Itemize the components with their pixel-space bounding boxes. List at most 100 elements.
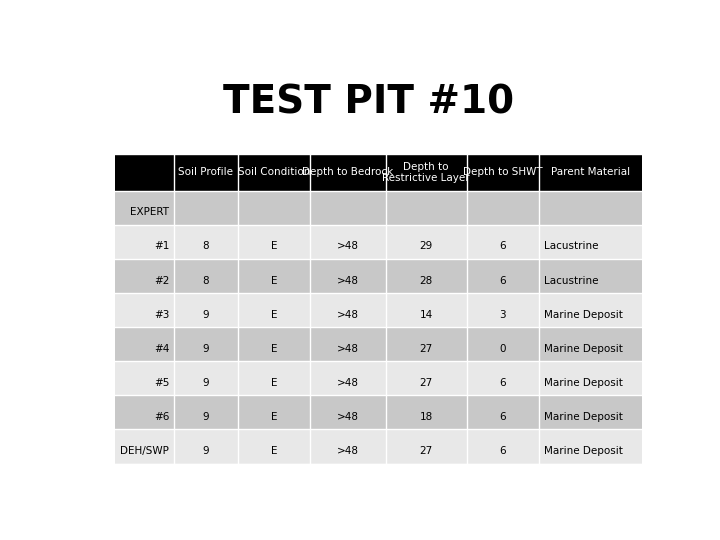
Bar (386, 259, 467, 293)
Text: Marine Deposit: Marine Deposit (544, 446, 623, 456)
Bar (310, 154, 386, 191)
Bar (467, 429, 539, 463)
Text: Soil Profile: Soil Profile (179, 167, 233, 178)
Text: EXPERT: EXPERT (130, 207, 169, 218)
Text: 27: 27 (420, 446, 433, 456)
Bar (238, 154, 310, 191)
Bar (115, 259, 174, 293)
Text: 9: 9 (202, 309, 209, 320)
Bar (467, 154, 539, 191)
Text: 0: 0 (500, 344, 506, 354)
Bar (115, 225, 174, 259)
Text: 6: 6 (500, 275, 506, 286)
Text: >48: >48 (337, 446, 359, 456)
Bar (539, 225, 642, 259)
Text: #4: #4 (154, 344, 169, 354)
Text: Lacustrine: Lacustrine (544, 275, 598, 286)
Bar (115, 395, 174, 429)
Bar (310, 259, 386, 293)
Text: E: E (271, 241, 277, 252)
Bar (467, 327, 539, 361)
Bar (174, 327, 238, 361)
Bar (467, 225, 539, 259)
Bar (467, 361, 539, 395)
Text: 18: 18 (420, 412, 433, 422)
Bar (467, 293, 539, 327)
Bar (115, 191, 174, 225)
Bar (539, 191, 642, 225)
Text: 3: 3 (500, 309, 506, 320)
Bar (238, 225, 310, 259)
Bar (115, 361, 174, 395)
Bar (386, 361, 467, 395)
Text: Marine Deposit: Marine Deposit (544, 412, 623, 422)
Text: >48: >48 (337, 275, 359, 286)
Text: 6: 6 (500, 378, 506, 388)
Bar (386, 293, 467, 327)
Bar (115, 429, 174, 463)
Text: E: E (271, 446, 277, 456)
Bar (174, 225, 238, 259)
Text: 27: 27 (420, 378, 433, 388)
Text: 27: 27 (420, 344, 433, 354)
Bar (467, 259, 539, 293)
Bar (174, 191, 238, 225)
Bar (386, 225, 467, 259)
Text: E: E (271, 344, 277, 354)
Text: #6: #6 (154, 412, 169, 422)
Bar (539, 395, 642, 429)
Bar (115, 154, 174, 191)
Bar (115, 327, 174, 361)
Bar (386, 395, 467, 429)
Text: 9: 9 (202, 344, 209, 354)
Text: E: E (271, 309, 277, 320)
Bar (386, 327, 467, 361)
Text: #2: #2 (154, 275, 169, 286)
Bar (539, 293, 642, 327)
Text: 28: 28 (420, 275, 433, 286)
Text: >48: >48 (337, 241, 359, 252)
Bar (238, 429, 310, 463)
Text: 29: 29 (420, 241, 433, 252)
Text: #5: #5 (154, 378, 169, 388)
Bar (174, 259, 238, 293)
Bar (238, 259, 310, 293)
Bar (238, 293, 310, 327)
Text: Depth to Bedrock: Depth to Bedrock (302, 167, 394, 178)
Text: 9: 9 (202, 378, 209, 388)
Text: >48: >48 (337, 412, 359, 422)
Bar (174, 154, 238, 191)
Bar (310, 327, 386, 361)
Text: >48: >48 (337, 309, 359, 320)
Text: 9: 9 (202, 412, 209, 422)
Text: 6: 6 (500, 446, 506, 456)
Text: #3: #3 (154, 309, 169, 320)
Bar (174, 361, 238, 395)
Text: >48: >48 (337, 378, 359, 388)
Text: TEST PIT #10: TEST PIT #10 (223, 83, 515, 121)
Text: Soil Condition: Soil Condition (238, 167, 310, 178)
Bar (174, 395, 238, 429)
Bar (174, 293, 238, 327)
Text: 9: 9 (202, 446, 209, 456)
Bar (238, 395, 310, 429)
Text: E: E (271, 412, 277, 422)
Bar (238, 191, 310, 225)
Bar (539, 259, 642, 293)
Text: E: E (271, 378, 277, 388)
Bar (386, 429, 467, 463)
Bar (310, 395, 386, 429)
Bar (467, 395, 539, 429)
Bar (539, 361, 642, 395)
Text: Marine Deposit: Marine Deposit (544, 309, 623, 320)
Bar (310, 361, 386, 395)
Text: Marine Deposit: Marine Deposit (544, 378, 623, 388)
Bar (539, 429, 642, 463)
Text: 8: 8 (202, 275, 209, 286)
Bar (539, 154, 642, 191)
Bar (310, 293, 386, 327)
Text: #1: #1 (154, 241, 169, 252)
Text: E: E (271, 275, 277, 286)
Bar (310, 191, 386, 225)
Text: 6: 6 (500, 412, 506, 422)
